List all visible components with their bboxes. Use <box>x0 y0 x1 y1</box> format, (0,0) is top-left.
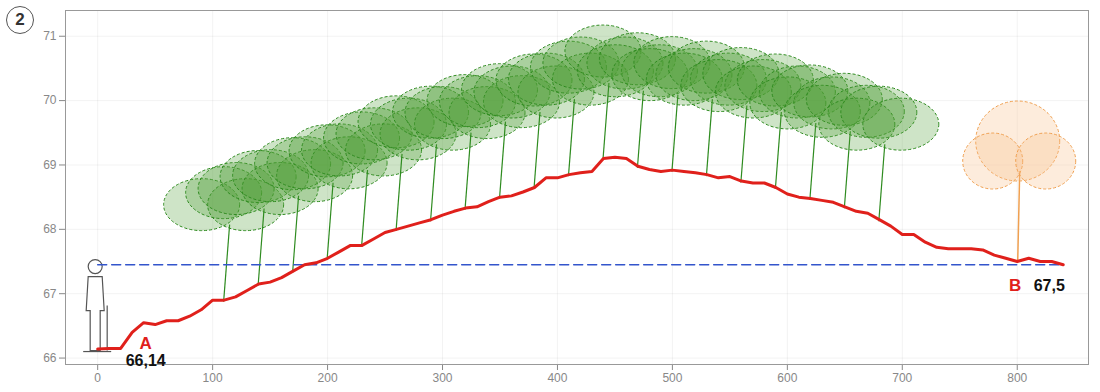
svg-text:66,14: 66,14 <box>126 352 166 369</box>
svg-text:69: 69 <box>43 158 57 172</box>
svg-text:71: 71 <box>43 29 57 43</box>
svg-text:600: 600 <box>777 371 797 385</box>
svg-text:0: 0 <box>94 371 101 385</box>
svg-text:B: B <box>1009 276 1021 295</box>
svg-text:300: 300 <box>433 371 453 385</box>
svg-text:68: 68 <box>43 222 57 236</box>
svg-text:66: 66 <box>43 351 57 365</box>
svg-text:67: 67 <box>43 287 57 301</box>
svg-text:A: A <box>140 333 152 352</box>
svg-text:700: 700 <box>892 371 912 385</box>
svg-text:100: 100 <box>203 371 223 385</box>
svg-text:200: 200 <box>318 371 338 385</box>
svg-text:67,5: 67,5 <box>1034 277 1065 294</box>
html-text:2: 2 <box>15 10 25 29</box>
svg-text:70: 70 <box>43 93 57 107</box>
svg-text:400: 400 <box>547 371 567 385</box>
svg-text:800: 800 <box>1007 371 1027 385</box>
svg-text:500: 500 <box>662 371 682 385</box>
